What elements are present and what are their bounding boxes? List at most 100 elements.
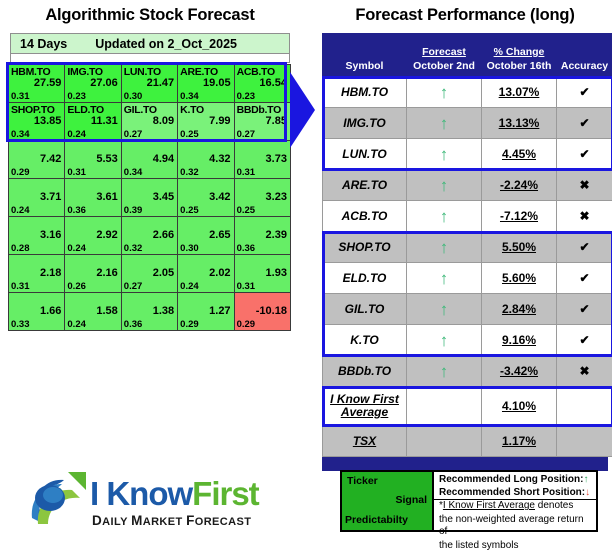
right-panel-title: Forecast Performance (long) <box>318 6 612 25</box>
cell-forecast-value: 2.39 <box>266 229 287 241</box>
up-arrow-icon: ↑ <box>440 208 449 225</box>
logo-tagline: DAILY MARKET FORECAST <box>92 513 251 528</box>
header-spacer <box>10 54 290 63</box>
cell-forecast-value: 13.85 <box>34 115 62 127</box>
cell-predictability-value: 0.32 <box>180 167 199 178</box>
cell-forecast-value: 1.27 <box>209 305 230 317</box>
checkmark-icon: ✔ <box>557 232 612 263</box>
cell-forecast-value: 11.31 <box>91 115 118 127</box>
forecast-cell: 3.61 0.36 <box>65 179 121 217</box>
cell-forecast-value: 1.93 <box>266 267 287 279</box>
cell-forecast-value: 7.42 <box>40 153 61 165</box>
tagline-aily: AILY <box>102 516 131 528</box>
cell-predictability-value: 0.27 <box>124 129 143 140</box>
row-change-pct: 5.50% <box>482 232 557 263</box>
cell-forecast-value: 4.32 <box>209 153 230 165</box>
col-header-forecast-top: Forecast <box>407 46 481 58</box>
table-row: ARE.TO↑-2.24%✖ <box>323 170 612 201</box>
table-row: BBDb.TO↑-3.42%✖ <box>323 356 612 387</box>
cross-icon: ✖ <box>557 201 612 232</box>
row-signal: ↑ <box>407 294 482 325</box>
tagline-m: M <box>131 513 143 528</box>
table-row: LUN.TO↑4.45%✔ <box>323 139 612 170</box>
logo-word-iknow: I Know <box>90 475 192 512</box>
row-symbol-line: Average <box>323 406 406 419</box>
checkmark-icon: ✔ <box>557 139 612 170</box>
cell-predictability-value: 0.31 <box>237 281 256 292</box>
forecast-cell: 1.27 0.29 <box>178 293 234 331</box>
cell-predictability-value: 0.25 <box>180 205 199 216</box>
cell-predictability-value: 0.36 <box>237 243 256 254</box>
up-arrow-icon: ↑ <box>440 270 449 287</box>
cell-predictability-value: 0.31 <box>11 281 30 292</box>
col-header-accuracy: Accuracy <box>557 34 612 77</box>
up-arrow-icon: ↑ <box>440 239 449 256</box>
tagline-d: D <box>92 513 102 528</box>
legend-box: Ticker Signal Predictabilty Recommended … <box>340 470 598 532</box>
legend-note-line2: the non-weighted average return of <box>439 514 592 539</box>
cell-predictability-value: 0.27 <box>124 281 143 292</box>
cell-predictability-value: 0.25 <box>237 205 256 216</box>
cell-forecast-value: 1.38 <box>153 305 174 317</box>
tagline-arket: ARKET <box>143 516 186 528</box>
row-change-pct: 5.60% <box>482 263 557 294</box>
row-symbol: IMG.TO <box>323 108 407 139</box>
forecast-cell: 4.32 0.32 <box>178 141 234 179</box>
legend-note-line3: the listed symbols <box>439 540 592 552</box>
cell-forecast-value: 2.02 <box>209 267 230 279</box>
up-arrow-icon: ↑ <box>440 115 449 132</box>
table-row: IMG.TO↑13.13%✔ <box>323 108 612 139</box>
cell-forecast-value: 3.61 <box>96 191 117 203</box>
tagline-orecast: ORECAST <box>195 516 252 528</box>
cell-forecast-value: 7.99 <box>209 115 230 127</box>
row-signal: ↑ <box>407 139 482 170</box>
cell-forecast-value: 3.45 <box>153 191 174 203</box>
cell-predictability-value: 0.29 <box>180 319 199 330</box>
cell-forecast-value: 1.66 <box>40 305 61 317</box>
row-symbol: TSX <box>323 426 407 457</box>
cell-predictability-value: 0.23 <box>237 91 256 102</box>
tagline-f: F <box>186 513 195 528</box>
logo-wordmark: I KnowFirst <box>90 476 259 512</box>
legend-short-row: Recommended Short Position: ↓ <box>439 487 563 500</box>
cell-predictability-value: 0.36 <box>124 319 143 330</box>
legend-note-rest: denotes <box>535 500 573 511</box>
cross-icon: ✖ <box>557 170 612 201</box>
row-symbol: K.TO <box>323 325 407 356</box>
cross-icon: ✖ <box>557 356 612 387</box>
cell-predictability-value: 0.33 <box>11 319 30 330</box>
row-symbol: HBM.TO <box>323 77 407 108</box>
forecast-cell: 2.39 0.36 <box>234 217 290 255</box>
row-change-pct: 4.10% <box>482 387 557 426</box>
cell-forecast-value: 7.85 <box>266 115 287 127</box>
row-symbol: ACB.TO <box>323 201 407 232</box>
row-signal <box>407 426 482 457</box>
cell-predictability-value: 0.36 <box>67 205 86 216</box>
cell-forecast-value: 2.18 <box>40 267 61 279</box>
col-header-change-top: % Change <box>482 46 556 58</box>
cell-forecast-value: 2.65 <box>209 229 230 241</box>
cell-predictability-value: 0.30 <box>124 91 143 102</box>
cell-predictability-value: 0.24 <box>180 281 199 292</box>
cell-predictability-value: 0.24 <box>67 243 86 254</box>
legend-note-line1: *I Know First Average denotes <box>439 500 592 513</box>
legend-down-arrow-icon: ↓ <box>585 487 590 500</box>
cell-forecast-value: 16.54 <box>259 77 287 89</box>
legend-cell-sample: Ticker Signal Predictabilty <box>342 472 434 530</box>
